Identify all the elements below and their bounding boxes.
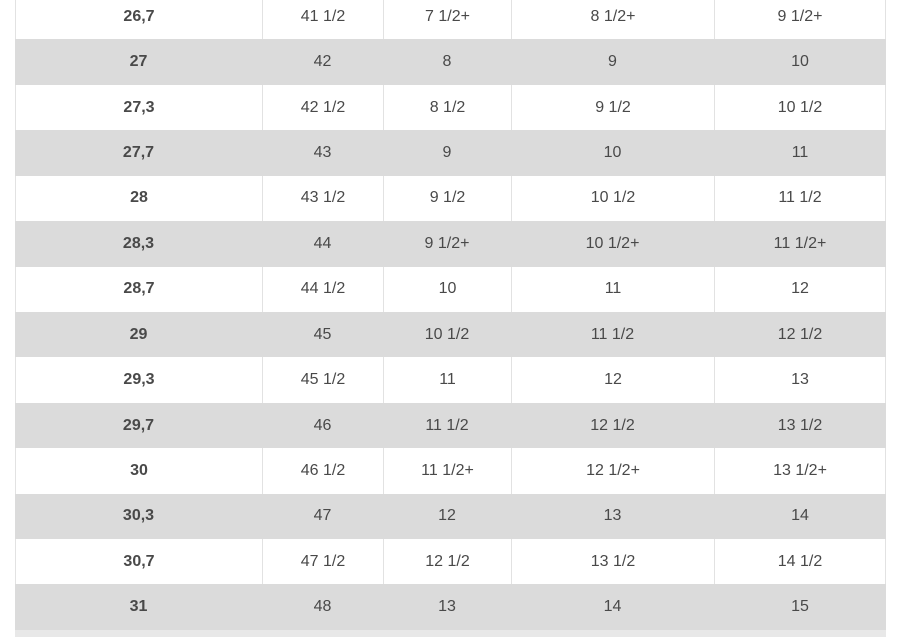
table-cell: 41 1/2 [262, 0, 383, 40]
table-cell: 30 [15, 448, 262, 494]
table-cell: 43 1/2 [262, 175, 383, 222]
table-row: 27,7 43 9 10 11 [15, 130, 886, 176]
size-conversion-table-wrap: 26,7 41 1/2 7 1/2+ 8 1/2+ 9 1/2+ 27 42 8 9 10 27,3… [15, 0, 886, 637]
table-cell: 10 [791, 53, 809, 71]
table-cell: 11 1/2+ [383, 448, 511, 494]
table-cell: 44 1/2 [262, 266, 383, 312]
table-cell: 48 [313, 598, 332, 616]
table-cell: 30,3 [122, 507, 155, 525]
table-cell: 13 1/2 [777, 416, 823, 434]
table-row: 30,7 47 1/2 12 1/2 13 1/2 14 1/2 [15, 539, 886, 585]
table-cell: 9 1/2+ [424, 234, 470, 252]
table-row: 28,7 44 1/2 10 11 12 [15, 266, 886, 312]
table-cell: 9 1/2 [511, 84, 714, 131]
table-cell: 10 1/2 [424, 325, 470, 343]
table-cell: 8 [442, 53, 452, 71]
table-cell: 13 [438, 598, 456, 616]
table-cell: 27,7 [122, 143, 155, 161]
table-cell: 28 [15, 175, 262, 222]
table-cell: 12 1/2+ [511, 448, 714, 494]
table-cell: 31 [129, 598, 148, 616]
table-cell: 28,3 [122, 234, 155, 252]
table-row: 27 42 8 9 10 [15, 39, 886, 85]
table-cell: 14 1/2 [714, 539, 886, 585]
table-cell: 7 1/2+ [383, 0, 511, 40]
table-cell: 8 1/2+ [511, 0, 714, 40]
table-cell: 12 1/2 [777, 325, 823, 343]
table-cell: 42 [313, 53, 332, 71]
table-row: 27,3 42 1/2 8 1/2 9 1/2 10 1/2 [15, 84, 886, 131]
table-cell: 11 1/2 [714, 175, 886, 222]
table-cell: 14 [603, 598, 622, 616]
table-row: 29,7 46 11 1/2 12 1/2 13 1/2 [15, 402, 886, 449]
table-row: 29 45 10 1/2 11 1/2 12 1/2 [15, 311, 886, 358]
table-cell: 29,7 [122, 416, 155, 434]
table-cell: 47 [313, 507, 332, 525]
table-cell: 26,7 [15, 0, 262, 40]
table-cell: 13 [603, 507, 622, 525]
table-row: 30 46 1/2 11 1/2+ 12 1/2+ 13 1/2+ [15, 448, 886, 494]
table-cell: 11 1/2 [425, 416, 469, 434]
table-cell: 12 [438, 507, 456, 525]
table-cell: 10 [603, 143, 622, 161]
table-cell: 13 1/2+ [714, 448, 886, 494]
table-cell: 12 1/2 [590, 416, 635, 434]
table-cell: 9 [608, 53, 617, 71]
table-cell: 30,7 [15, 539, 262, 585]
table-cell: 14 [791, 507, 809, 525]
table-row: 26,7 41 1/2 7 1/2+ 8 1/2+ 9 1/2+ [15, 0, 886, 40]
table-cell: 9 [442, 143, 452, 161]
table-cell: 10 1/2 [511, 175, 714, 222]
table-cell: 11 [383, 357, 511, 403]
table-cell: 9 1/2 [383, 175, 511, 222]
table-cell: 27 [129, 53, 148, 71]
table-cell: 10 [383, 266, 511, 312]
table-row: 28,3 44 9 1/2+ 10 1/2+ 11 1/2+ [15, 221, 886, 267]
table-cell: 27,3 [15, 84, 262, 131]
table-cell: 8 1/2 [383, 84, 511, 131]
table-cell: 12 [511, 357, 714, 403]
table-cell: 11 1/2 [590, 325, 635, 343]
table-cell: 12 1/2 [383, 539, 511, 585]
table-cell: 43 [313, 143, 332, 161]
table-cell: 29 [129, 325, 148, 343]
table-cell: 46 1/2 [262, 448, 383, 494]
table-bottom-strip [15, 629, 886, 637]
table-cell: 11 [791, 143, 809, 161]
table-cell: 45 1/2 [262, 357, 383, 403]
table-row: 30,3 47 12 13 14 [15, 493, 886, 540]
table-cell: 46 [313, 416, 332, 434]
table-cell: 10 1/2+ [585, 234, 640, 252]
table-cell: 47 1/2 [262, 539, 383, 585]
table-row: 28 43 1/2 9 1/2 10 1/2 11 1/2 [15, 175, 886, 222]
table-cell: 9 1/2+ [714, 0, 886, 40]
table-row: 31 48 13 14 15 [15, 584, 886, 630]
table-cell: 13 1/2 [511, 539, 714, 585]
table-cell: 11 1/2+ [773, 234, 827, 252]
size-conversion-table: 26,7 41 1/2 7 1/2+ 8 1/2+ 9 1/2+ 27 42 8 9 10 27,3… [15, 0, 886, 630]
table-cell: 42 1/2 [262, 84, 383, 131]
table-cell: 10 1/2 [714, 84, 886, 131]
table-cell: 44 [313, 234, 332, 252]
table-cell: 12 [714, 266, 886, 312]
table-cell: 13 [714, 357, 886, 403]
table-cell: 15 [791, 598, 809, 616]
table-cell: 45 [313, 325, 332, 343]
table-cell: 29,3 [15, 357, 262, 403]
table-cell: 11 [511, 266, 714, 312]
table-row: 29,3 45 1/2 11 12 13 [15, 357, 886, 403]
table-cell: 28,7 [15, 266, 262, 312]
